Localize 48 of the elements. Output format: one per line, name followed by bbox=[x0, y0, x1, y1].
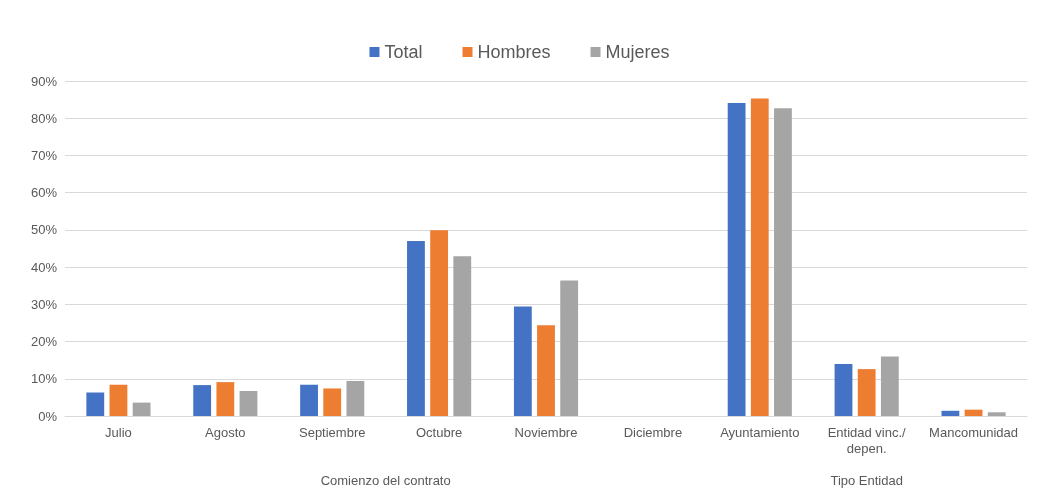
y-tick-label: 50% bbox=[30, 222, 58, 238]
text: Comienzo del contrato bbox=[320, 473, 451, 488]
bar bbox=[453, 256, 472, 416]
bar bbox=[216, 382, 235, 416]
bar bbox=[774, 108, 792, 416]
bar bbox=[880, 356, 899, 416]
bar bbox=[537, 325, 555, 416]
bar bbox=[109, 384, 128, 416]
bar bbox=[193, 385, 212, 416]
bar bbox=[987, 412, 1006, 416]
bar bbox=[132, 402, 151, 416]
bar bbox=[857, 369, 876, 416]
legend-label: Total bbox=[384, 42, 423, 62]
x-tick-label: Septiembre bbox=[298, 424, 366, 440]
bar bbox=[407, 241, 425, 416]
legend-label: Hombres bbox=[477, 42, 551, 62]
y-tick-label: 0% bbox=[38, 408, 58, 424]
x-tick-label: Ayuntamiento bbox=[720, 424, 800, 440]
bar bbox=[430, 230, 449, 416]
x-tick-label: Octubre bbox=[415, 424, 463, 440]
bar bbox=[941, 410, 960, 416]
bar bbox=[300, 384, 318, 416]
y-tick-label: 20% bbox=[30, 334, 58, 350]
bar bbox=[834, 363, 853, 416]
x-tick-label: Diciembre bbox=[623, 424, 683, 440]
bar bbox=[239, 391, 258, 416]
bar bbox=[513, 306, 532, 416]
bar bbox=[86, 392, 105, 416]
y-tick-label: 30% bbox=[30, 296, 58, 312]
text: Tipo Entidad bbox=[830, 473, 903, 488]
y-tick-label: 70% bbox=[30, 147, 58, 163]
y-tick-label: 80% bbox=[30, 110, 58, 126]
x-tick-label: Noviembre bbox=[514, 424, 578, 440]
y-tick-label: 40% bbox=[30, 259, 58, 275]
bar bbox=[346, 381, 365, 416]
y-tick-label: 90% bbox=[30, 73, 58, 89]
x-tick-label: Entidad vinc./depen. bbox=[827, 424, 907, 456]
bar bbox=[560, 280, 579, 416]
bar bbox=[964, 409, 983, 416]
y-tick-label: 60% bbox=[30, 185, 58, 201]
bar bbox=[727, 102, 746, 416]
x-tick-label: Agosto bbox=[205, 424, 246, 440]
y-tick-label: 10% bbox=[30, 371, 58, 387]
legend-label: Mujeres bbox=[605, 42, 670, 62]
x-tick-label: Mancomunidad bbox=[929, 424, 1018, 440]
bar bbox=[323, 388, 342, 416]
bar bbox=[750, 98, 769, 416]
x-tick-label: Julio bbox=[105, 424, 132, 440]
